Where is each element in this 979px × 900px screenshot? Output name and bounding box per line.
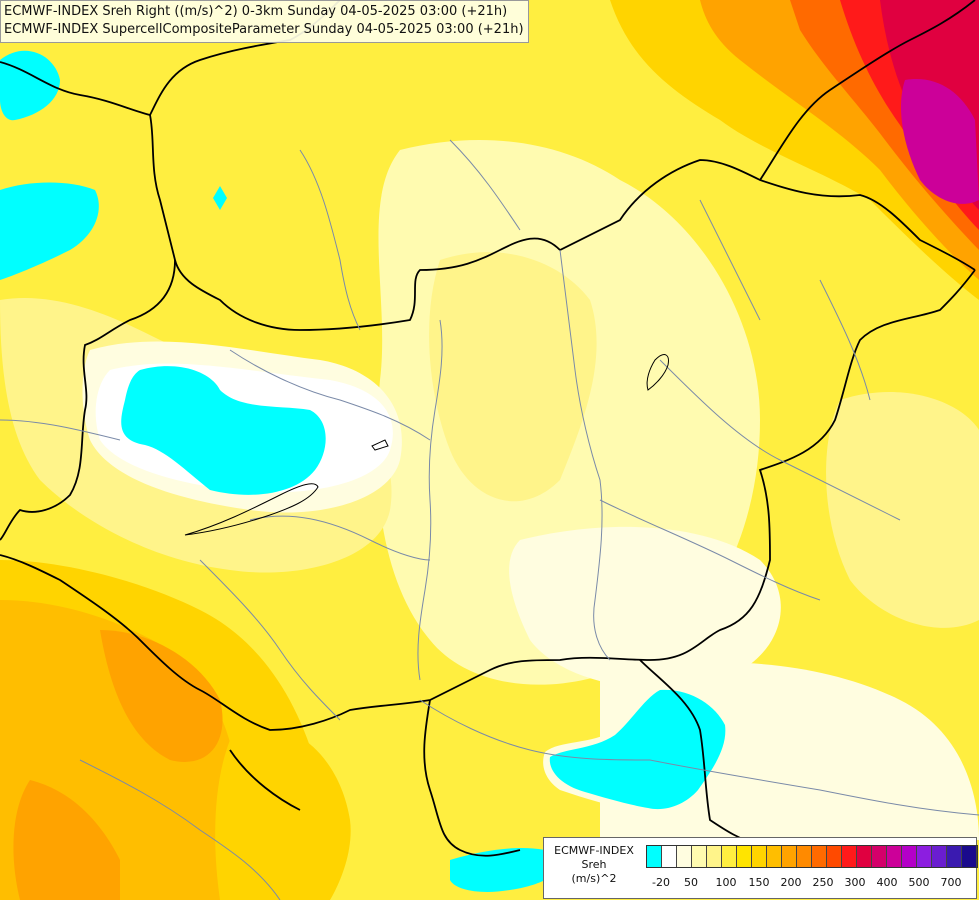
legend-swatch — [947, 846, 962, 867]
legend-color-bar — [646, 845, 978, 868]
legend-swatch — [782, 846, 797, 867]
map-title-box: ECMWF-INDEX Sreh Right ((m/s)^2) 0-3km S… — [0, 0, 529, 43]
legend-swatch — [827, 846, 842, 867]
legend-swatch — [917, 846, 932, 867]
legend-label: 200 — [780, 876, 802, 889]
legend-swatch — [797, 846, 812, 867]
legend-swatch — [722, 846, 737, 867]
legend-label: 50 — [684, 876, 698, 889]
legend-label: 300 — [844, 876, 866, 889]
legend-swatch — [692, 846, 707, 867]
legend-label: 400 — [876, 876, 898, 889]
legend-swatch — [962, 846, 977, 867]
legend-swatch — [677, 846, 692, 867]
legend-title: ECMWF-INDEX Sreh (m/s)^2 — [544, 844, 644, 886]
legend-swatch — [707, 846, 722, 867]
legend-swatch — [887, 846, 902, 867]
legend-swatch — [902, 846, 917, 867]
legend-label: 500 — [908, 876, 930, 889]
color-legend: ECMWF-INDEX Sreh (m/s)^2 -20 50 100 150 200 2… — [543, 837, 978, 899]
legend-labels: -20 50 100 150 200 250 300 400 500 700 — [646, 876, 976, 892]
legend-swatch — [857, 846, 872, 867]
legend-swatch — [812, 846, 827, 867]
title-line-2: ECMWF-INDEX SupercellCompositeParameter … — [4, 22, 524, 37]
legend-swatch — [767, 846, 782, 867]
legend-label: -20 — [652, 876, 670, 889]
legend-swatch — [737, 846, 752, 867]
legend-label: 150 — [748, 876, 770, 889]
legend-swatch — [932, 846, 947, 867]
legend-swatch — [647, 846, 662, 867]
legend-swatch — [872, 846, 887, 867]
legend-unit: (m/s)^2 — [571, 872, 617, 885]
legend-label: 700 — [940, 876, 962, 889]
title-line-1: ECMWF-INDEX Sreh Right ((m/s)^2) 0-3km S… — [4, 4, 508, 19]
legend-label: 250 — [812, 876, 834, 889]
legend-label: 100 — [715, 876, 737, 889]
legend-source: ECMWF-INDEX — [554, 844, 634, 857]
legend-swatch — [752, 846, 767, 867]
legend-swatch — [662, 846, 677, 867]
legend-variable: Sreh — [581, 858, 607, 871]
legend-swatch — [842, 846, 857, 867]
